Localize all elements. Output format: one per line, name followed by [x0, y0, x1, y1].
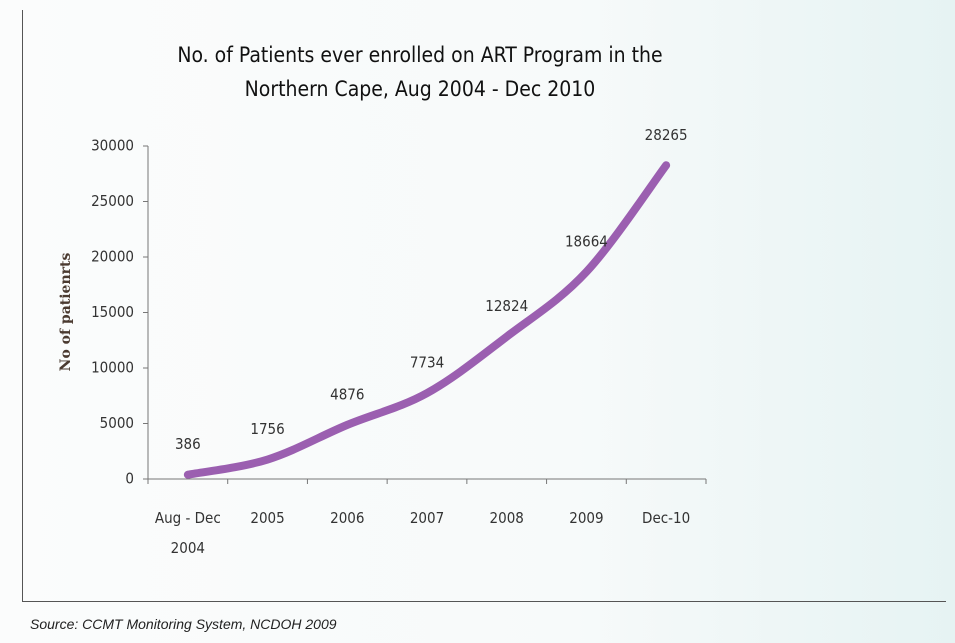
data-label: 1756: [250, 420, 284, 438]
x-tick-label: Dec-10: [642, 509, 691, 527]
data-label: 18664: [565, 232, 608, 250]
data-label: 7734: [410, 354, 444, 372]
data-label: 12824: [485, 297, 528, 315]
chart-title: No. of Patients ever enrolled on ART Pro…: [177, 43, 663, 101]
y-tick-label: 20000: [91, 248, 134, 266]
x-tick-label: 2006: [330, 509, 365, 527]
chart-frame: [22, 10, 946, 602]
title-box: No. of Patients ever enrolled on ART Pro…: [177, 43, 663, 101]
source-note: Source: CCMT Monitoring System, NCDOH 20…: [30, 616, 337, 632]
x-tick-label: 2007: [409, 509, 445, 527]
y-tick-label: 0: [125, 470, 134, 488]
x-tick-label: 2005: [250, 509, 285, 527]
data-label: 386: [175, 435, 201, 453]
y-tick-label: 10000: [91, 359, 134, 377]
x-tick-label: 2008: [489, 509, 524, 527]
x-tick-label: Aug - Dec 2004: [154, 509, 221, 557]
y-tick-label: 5000: [100, 414, 134, 432]
y-tick-label: 15000: [91, 303, 134, 321]
y-tick-label: 30000: [91, 137, 134, 155]
data-line: [183, 161, 671, 479]
y-axis-label: No of patienrts: [58, 253, 74, 372]
y-tick-label: 25000: [91, 192, 134, 210]
data-label: 4876: [330, 385, 364, 403]
data-label: 28265: [645, 126, 688, 144]
x-tick-label: 2009: [569, 509, 604, 527]
